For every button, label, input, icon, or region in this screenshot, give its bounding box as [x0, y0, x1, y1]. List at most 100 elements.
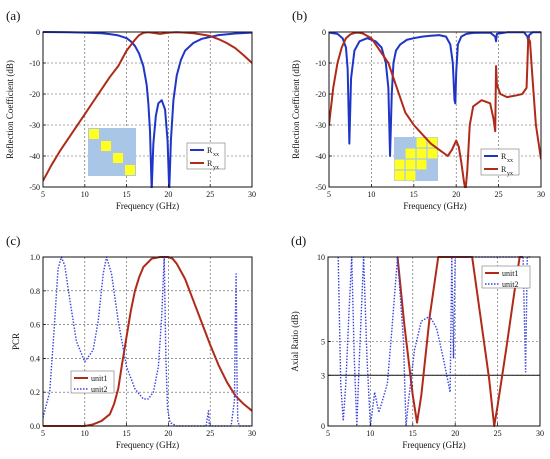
x-tick-label: 5	[41, 429, 45, 438]
x-tick-label: 20	[451, 429, 459, 438]
x-tick-label: 15	[409, 429, 417, 438]
y-tick-label: -40	[29, 152, 40, 161]
series-line-unit2	[43, 256, 252, 427]
unit-cell-patch	[405, 159, 416, 170]
legend: unit1 unit2	[481, 265, 531, 289]
legend-box	[70, 370, 115, 394]
unit-cell-patch	[125, 165, 135, 175]
legend-label-subscript: xx	[213, 152, 219, 158]
legend-label-unit2: unit2	[502, 280, 518, 289]
x-tick-label: 10	[81, 190, 89, 199]
panel-label: (a)	[6, 8, 20, 23]
x-tick-label: 20	[164, 190, 172, 199]
y-tick-label: -10	[315, 59, 326, 68]
y-axis-label: Reflection Coefficient (dB)	[291, 60, 301, 159]
x-tick-label: 15	[123, 429, 131, 438]
x-tick-label: 25	[206, 429, 214, 438]
legend: unit1 unit2	[70, 370, 115, 394]
series-line-rxx	[329, 31, 541, 157]
x-tick-label: 10	[81, 429, 89, 438]
legend-box	[481, 265, 531, 289]
unit-cell-b-inset	[394, 137, 438, 181]
y-axis-label: Reflection Coefficient (dB)	[5, 60, 15, 159]
y-tick-label: 0.4	[30, 354, 40, 363]
y-tick-label: -50	[29, 183, 40, 192]
y-tick-label: -30	[315, 121, 326, 130]
x-tick-label: 20	[164, 429, 172, 438]
unit-cell-patch	[416, 137, 427, 148]
legend-label-subscript: xx	[507, 158, 513, 164]
unit-cell-patch	[416, 148, 427, 159]
x-tick-label: 30	[248, 429, 256, 438]
legend-label-ryx: R	[207, 159, 213, 168]
unit-cell-patch	[427, 148, 438, 159]
legend-label-subscript: yx	[507, 171, 513, 177]
y-tick-label: 0.0	[30, 422, 40, 431]
plot-frame	[42, 31, 253, 188]
y-tick-label: 10	[317, 253, 325, 262]
x-tick-label: 15	[123, 190, 131, 199]
y-tick-label: 1.0	[30, 253, 40, 262]
y-tick-label: -20	[29, 90, 40, 99]
unit-cell-a-inset	[88, 128, 136, 176]
series-line-unit1	[43, 256, 252, 427]
x-axis-label: Frequency (GHz)	[403, 201, 466, 211]
unit-cell-patch	[427, 137, 438, 148]
y-tick-label: -20	[315, 90, 326, 99]
y-tick-label: 5	[321, 338, 325, 347]
plot-frame	[42, 256, 253, 427]
unit-cell-patch	[405, 170, 416, 181]
y-tick-label: 3	[321, 371, 325, 380]
y-axis-label: Axial Ratio (dB)	[290, 311, 300, 372]
unit-cell-patch	[89, 129, 99, 139]
legend-label-rxx: R	[501, 152, 507, 161]
x-tick-label: 25	[495, 190, 503, 199]
plot-frame	[328, 31, 542, 188]
x-tick-label: 15	[410, 190, 418, 199]
x-axis-label: Frequency (GHz)	[402, 440, 465, 450]
x-tick-label: 10	[366, 429, 374, 438]
unit-cell-patch	[113, 153, 123, 163]
series-line-ryx	[43, 31, 252, 182]
y-tick-label: -40	[315, 152, 326, 161]
legend-label-subscript: yx	[213, 165, 219, 171]
x-axis-label: Frequency (GHz)	[116, 440, 179, 450]
y-tick-label: 0.2	[30, 388, 40, 397]
panel-label: (d)	[291, 233, 306, 248]
legend-label-unit1: unit1	[502, 269, 518, 278]
x-axis-label: Frequency (GHz)	[116, 201, 179, 211]
legend-label-ryx: R	[501, 165, 507, 174]
y-axis-label: PCR	[11, 333, 21, 350]
y-tick-label: 0.8	[30, 287, 40, 296]
legend-box	[186, 142, 226, 170]
series-line-ryx	[329, 31, 541, 188]
y-tick-label: 0	[322, 28, 326, 37]
unit-cell-patch	[101, 141, 111, 151]
chart-panel-b: 5 10 15 20 25 30 0 -10 -20 -30 -40 -50 Frequency (GH…	[291, 8, 545, 211]
legend-label-unit2: unit2	[91, 385, 107, 394]
x-tick-label: 30	[537, 190, 545, 199]
x-tick-label: 25	[206, 190, 214, 199]
unit-cell-patch	[416, 159, 427, 170]
y-tick-label: 0	[36, 28, 40, 37]
legend-label-rxx: R	[207, 146, 213, 155]
unit-cell-patch	[394, 170, 405, 181]
panel-label: (c)	[6, 233, 20, 248]
unit-cell-patch	[405, 148, 416, 159]
chart-panel-d: 5 10 15 20 25 30 0 3 5 10 Frequency (GHz) Axial Rat…	[290, 233, 544, 450]
unit-cell-patch	[394, 159, 405, 170]
x-tick-label: 5	[327, 190, 331, 199]
panel-label: (b)	[292, 8, 307, 23]
series-line-rxx	[43, 31, 252, 188]
y-tick-label: -50	[315, 183, 326, 192]
chart-panel-a: 5 10 15 20 25 30 0 -10 -20 -30 -40 -50 Frequency (GH…	[5, 8, 256, 211]
y-tick-label: -10	[29, 59, 40, 68]
x-tick-label: 5	[326, 429, 330, 438]
chart-panel-c: 5 10 15 20 25 30 0.0 0.2 0.4 0.6 0.8 1.0 Frequency (…	[6, 233, 256, 450]
legend-label-unit1: unit1	[91, 374, 107, 383]
x-tick-label: 20	[452, 190, 460, 199]
y-tick-label: -30	[29, 121, 40, 130]
